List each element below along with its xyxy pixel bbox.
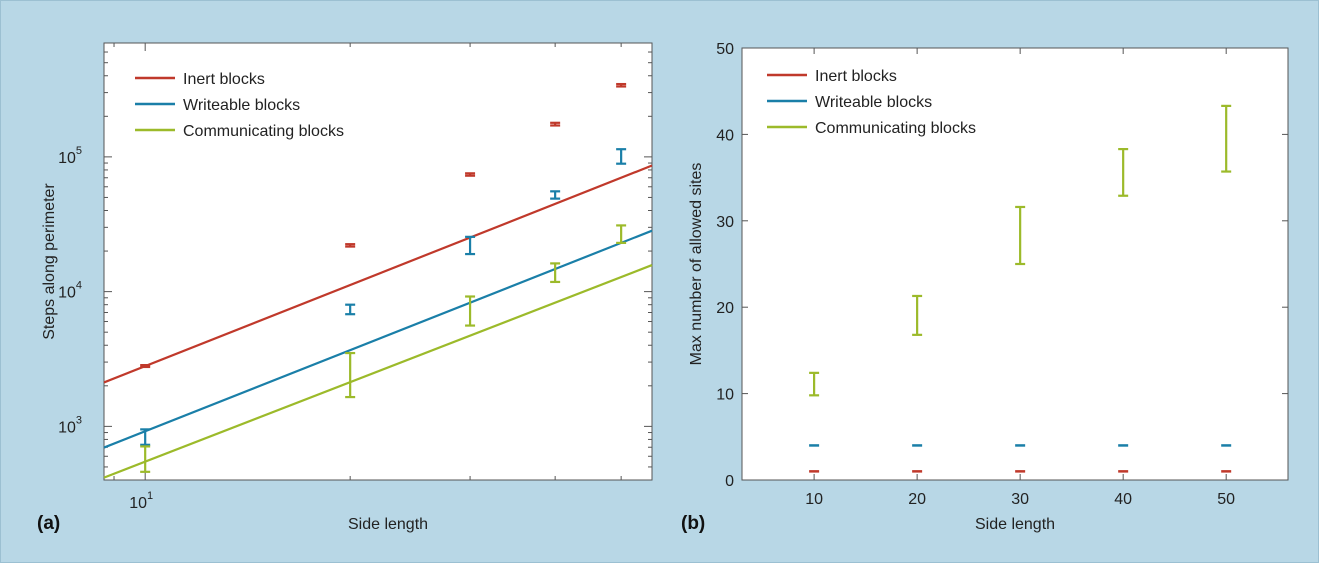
- y-tick-label-a-exp: 5: [76, 145, 82, 157]
- errorbar-a-2-4: [616, 224, 627, 244]
- y-tick-label-a: 105: [58, 145, 82, 167]
- legend-label-2: Communicating blocks: [183, 123, 344, 140]
- x-tick-label-b: 50: [1217, 491, 1235, 508]
- y-tick-label-b: 50: [716, 41, 734, 58]
- plot-area-b: [741, 47, 1289, 481]
- fit-line-a-1: [103, 229, 653, 449]
- errorbar-b-2-4: [1221, 104, 1232, 173]
- errorbar-b-2-3: [1118, 147, 1129, 197]
- errorbar-a-2-3: [550, 262, 561, 284]
- errorbar-a-0-2: [465, 172, 476, 177]
- x-tick-label-b: 20: [908, 491, 926, 508]
- y-tick-label-a-exp: 4: [76, 280, 82, 292]
- errorbar-a-0-1: [345, 243, 356, 248]
- legend-label-0: Inert blocks: [815, 68, 897, 85]
- x-axis-label-a: Side length: [348, 516, 428, 533]
- errorbar-a-1-4: [616, 148, 627, 165]
- legend-label-2: Communicating blocks: [815, 120, 976, 137]
- y-tick-label-a: 103: [58, 414, 82, 436]
- errorbar-a-0-0: [140, 363, 151, 369]
- y-axis-label-b: Max number of allowed sites: [688, 163, 705, 366]
- errorbar-a-0-3: [550, 121, 561, 127]
- legend-label-1: Writeable blocks: [183, 97, 300, 114]
- fit-line-a-0: [103, 164, 653, 384]
- errorbar-a-1-1: [345, 303, 356, 316]
- y-tick-label-a-base: 10: [58, 285, 76, 302]
- errorbar-b-2-0: [809, 371, 820, 397]
- y-tick-label-a-exp: 3: [76, 414, 82, 426]
- errorbar-a-2-1: [345, 351, 356, 399]
- x-tick-label-b: 40: [1114, 491, 1132, 508]
- y-tick-label-b: 10: [716, 387, 734, 404]
- errorbar-a-0-4: [616, 82, 627, 88]
- legend-label-0: Inert blocks: [183, 71, 265, 88]
- y-tick-label-a: 104: [58, 280, 82, 302]
- errorbar-a-1-3: [550, 190, 561, 200]
- x-tick-label-b: 10: [805, 491, 823, 508]
- y-tick-label-b: 30: [716, 214, 734, 231]
- plot-area-a: [103, 42, 653, 481]
- legend-label-1: Writeable blocks: [815, 94, 932, 111]
- y-tick-label-b: 20: [716, 300, 734, 317]
- panel-label-a: (a): [37, 513, 60, 534]
- errorbar-b-2-1: [912, 294, 923, 336]
- x-tick-label-a: 101: [129, 490, 153, 512]
- x-tick-label-b: 30: [1011, 491, 1029, 508]
- panel-label-b: (b): [681, 513, 705, 534]
- errorbar-a-1-2: [465, 235, 476, 256]
- y-tick-label-b: 40: [716, 127, 734, 144]
- y-tick-label-a-base: 10: [58, 150, 76, 167]
- x-tick-label-a-exp: 1: [147, 490, 153, 502]
- fit-line-a-2: [103, 264, 653, 479]
- errorbar-a-2-0: [140, 445, 151, 473]
- x-axis-label-b: Side length: [975, 516, 1055, 533]
- errorbar-a-1-0: [140, 428, 151, 446]
- y-axis-label-a: Steps along perimeter: [41, 183, 58, 340]
- y-tick-label-a-base: 10: [58, 419, 76, 436]
- errorbar-b-2-2: [1015, 205, 1026, 266]
- x-tick-label-a-base: 10: [129, 495, 147, 512]
- y-tick-label-b: 0: [725, 473, 734, 490]
- errorbar-a-2-2: [465, 295, 476, 327]
